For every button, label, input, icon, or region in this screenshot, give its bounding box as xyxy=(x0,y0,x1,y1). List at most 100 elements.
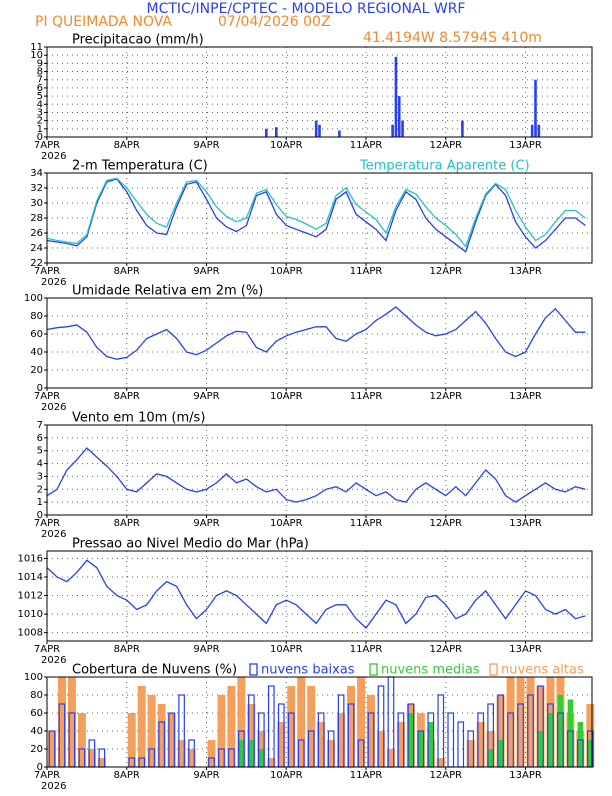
cloud-bar xyxy=(207,740,216,767)
plot-frame xyxy=(46,297,593,389)
cloud-bar xyxy=(347,686,356,767)
cloud-bar xyxy=(327,740,336,767)
precip-bar xyxy=(314,120,318,137)
y-tick-label: 7 xyxy=(37,420,43,431)
x-tick-label: 8APR xyxy=(114,644,140,655)
y-tick-label: 10 xyxy=(30,50,43,61)
x-tick-label: 8APR xyxy=(114,770,140,781)
x-tick-label: 13APR xyxy=(509,518,542,529)
legend-label: nuvens baixas xyxy=(261,663,355,678)
precip-bar xyxy=(265,128,268,137)
y-tick-label: 0 xyxy=(37,132,43,143)
cloud-bar xyxy=(147,695,156,767)
y-tick-label: 0 xyxy=(37,762,43,773)
y-tick-label: 8 xyxy=(37,67,43,78)
cloud-bar xyxy=(418,731,424,767)
cloud-bar xyxy=(447,712,455,768)
y-tick-label: 40 xyxy=(30,347,43,358)
cloud-bar xyxy=(396,722,405,767)
cloud-bar xyxy=(227,686,236,767)
plot-frame xyxy=(46,550,593,642)
panel-title: Umidade Relativa em 2m (%) xyxy=(72,284,263,299)
x-tick-label: 10APR xyxy=(270,644,303,655)
x-tick-label: 12APR xyxy=(430,518,463,529)
header-run: 07/04/2026 00Z xyxy=(218,14,331,30)
y-tick-label: 60 xyxy=(30,708,43,719)
cloud-bar xyxy=(587,740,594,767)
x-tick-label: 12APR xyxy=(430,391,463,402)
cloud-bar xyxy=(247,704,256,767)
cloud-bar xyxy=(297,677,306,767)
x-tick-label: 10APR xyxy=(270,140,303,151)
cloud-bar xyxy=(287,686,296,767)
x-tick-label: 8APR xyxy=(114,266,140,277)
y-tick-label: 1012 xyxy=(18,591,43,602)
panel-title: Cobertura de Nuvens (%) xyxy=(72,663,237,678)
cloud-bar xyxy=(526,677,535,767)
panel-title: Precipitacao (mm/h) xyxy=(72,33,204,48)
cloud-bar xyxy=(167,713,176,767)
x-tick-label: 7APR xyxy=(34,770,60,781)
cloud-bar xyxy=(258,749,265,767)
legend-label: nuvens altas xyxy=(501,663,584,678)
cloud-bar xyxy=(428,722,434,767)
y-tick-label: 28 xyxy=(30,213,43,224)
cloud-bar xyxy=(317,722,326,767)
x-tick-label: 13APR xyxy=(509,266,542,277)
y-tick-label: 1014 xyxy=(18,572,43,583)
y-tick-label: 80 xyxy=(30,690,43,701)
x-tick-label: 8APR xyxy=(114,140,140,151)
cloud-bar xyxy=(506,677,515,767)
x-tick-label: 11APR xyxy=(350,518,383,529)
precip-bar xyxy=(338,130,341,137)
x-tick-label: 11APR xyxy=(350,770,383,781)
cloud-bar xyxy=(496,695,505,767)
y-tick-label: 60 xyxy=(30,329,43,340)
x-tick-label: 7APR xyxy=(34,644,60,655)
plot-frame xyxy=(46,172,593,264)
cloud-bar xyxy=(127,713,136,767)
y-tick-label: 100 xyxy=(24,672,43,683)
y-tick-label: 3 xyxy=(37,107,43,118)
cloud-bar xyxy=(367,695,375,767)
x-tick-label: 11APR xyxy=(350,391,383,402)
cloud-bar xyxy=(87,749,96,767)
series-line xyxy=(46,177,586,248)
cloud-bar xyxy=(547,713,554,767)
cloud-bar xyxy=(47,731,56,767)
cloud-bar xyxy=(357,677,366,767)
x-tick-label: 7APR xyxy=(34,140,60,151)
precip-bar xyxy=(461,120,464,137)
cloud-bar xyxy=(217,695,226,767)
cloud-bar xyxy=(408,713,414,767)
year-label: 2026 xyxy=(41,655,66,666)
y-tick-label: 80 xyxy=(30,311,43,322)
precip-bar xyxy=(530,124,534,137)
cloud-bar xyxy=(567,699,574,767)
cloud-bar xyxy=(557,695,564,767)
panel-title: 2-m Temperatura (C) xyxy=(72,159,208,174)
precip-bar xyxy=(534,79,537,137)
cloud-bar xyxy=(237,677,246,767)
x-tick-label: 13APR xyxy=(509,644,542,655)
x-tick-label: 13APR xyxy=(509,770,542,781)
series-line xyxy=(46,559,586,629)
y-tick-label: 1008 xyxy=(18,628,43,639)
x-tick-label: 13APR xyxy=(509,140,542,151)
x-tick-label: 12APR xyxy=(430,770,463,781)
y-tick-label: 1010 xyxy=(18,609,43,620)
precip-bar xyxy=(394,56,398,138)
legend-swatch xyxy=(489,663,498,676)
x-tick-label: 13APR xyxy=(509,391,542,402)
precip-bar xyxy=(401,120,404,137)
precip-bar xyxy=(397,96,401,137)
x-tick-label: 10APR xyxy=(270,391,303,402)
cloud-bar xyxy=(386,749,395,767)
x-tick-label: 9APR xyxy=(193,266,219,277)
legend-swatch xyxy=(369,663,378,676)
cloud-bar xyxy=(248,740,255,767)
y-tick-label: 3 xyxy=(37,471,43,482)
cloud-bar xyxy=(267,685,275,768)
y-tick-label: 5 xyxy=(37,446,43,457)
precip-bar xyxy=(537,124,541,137)
